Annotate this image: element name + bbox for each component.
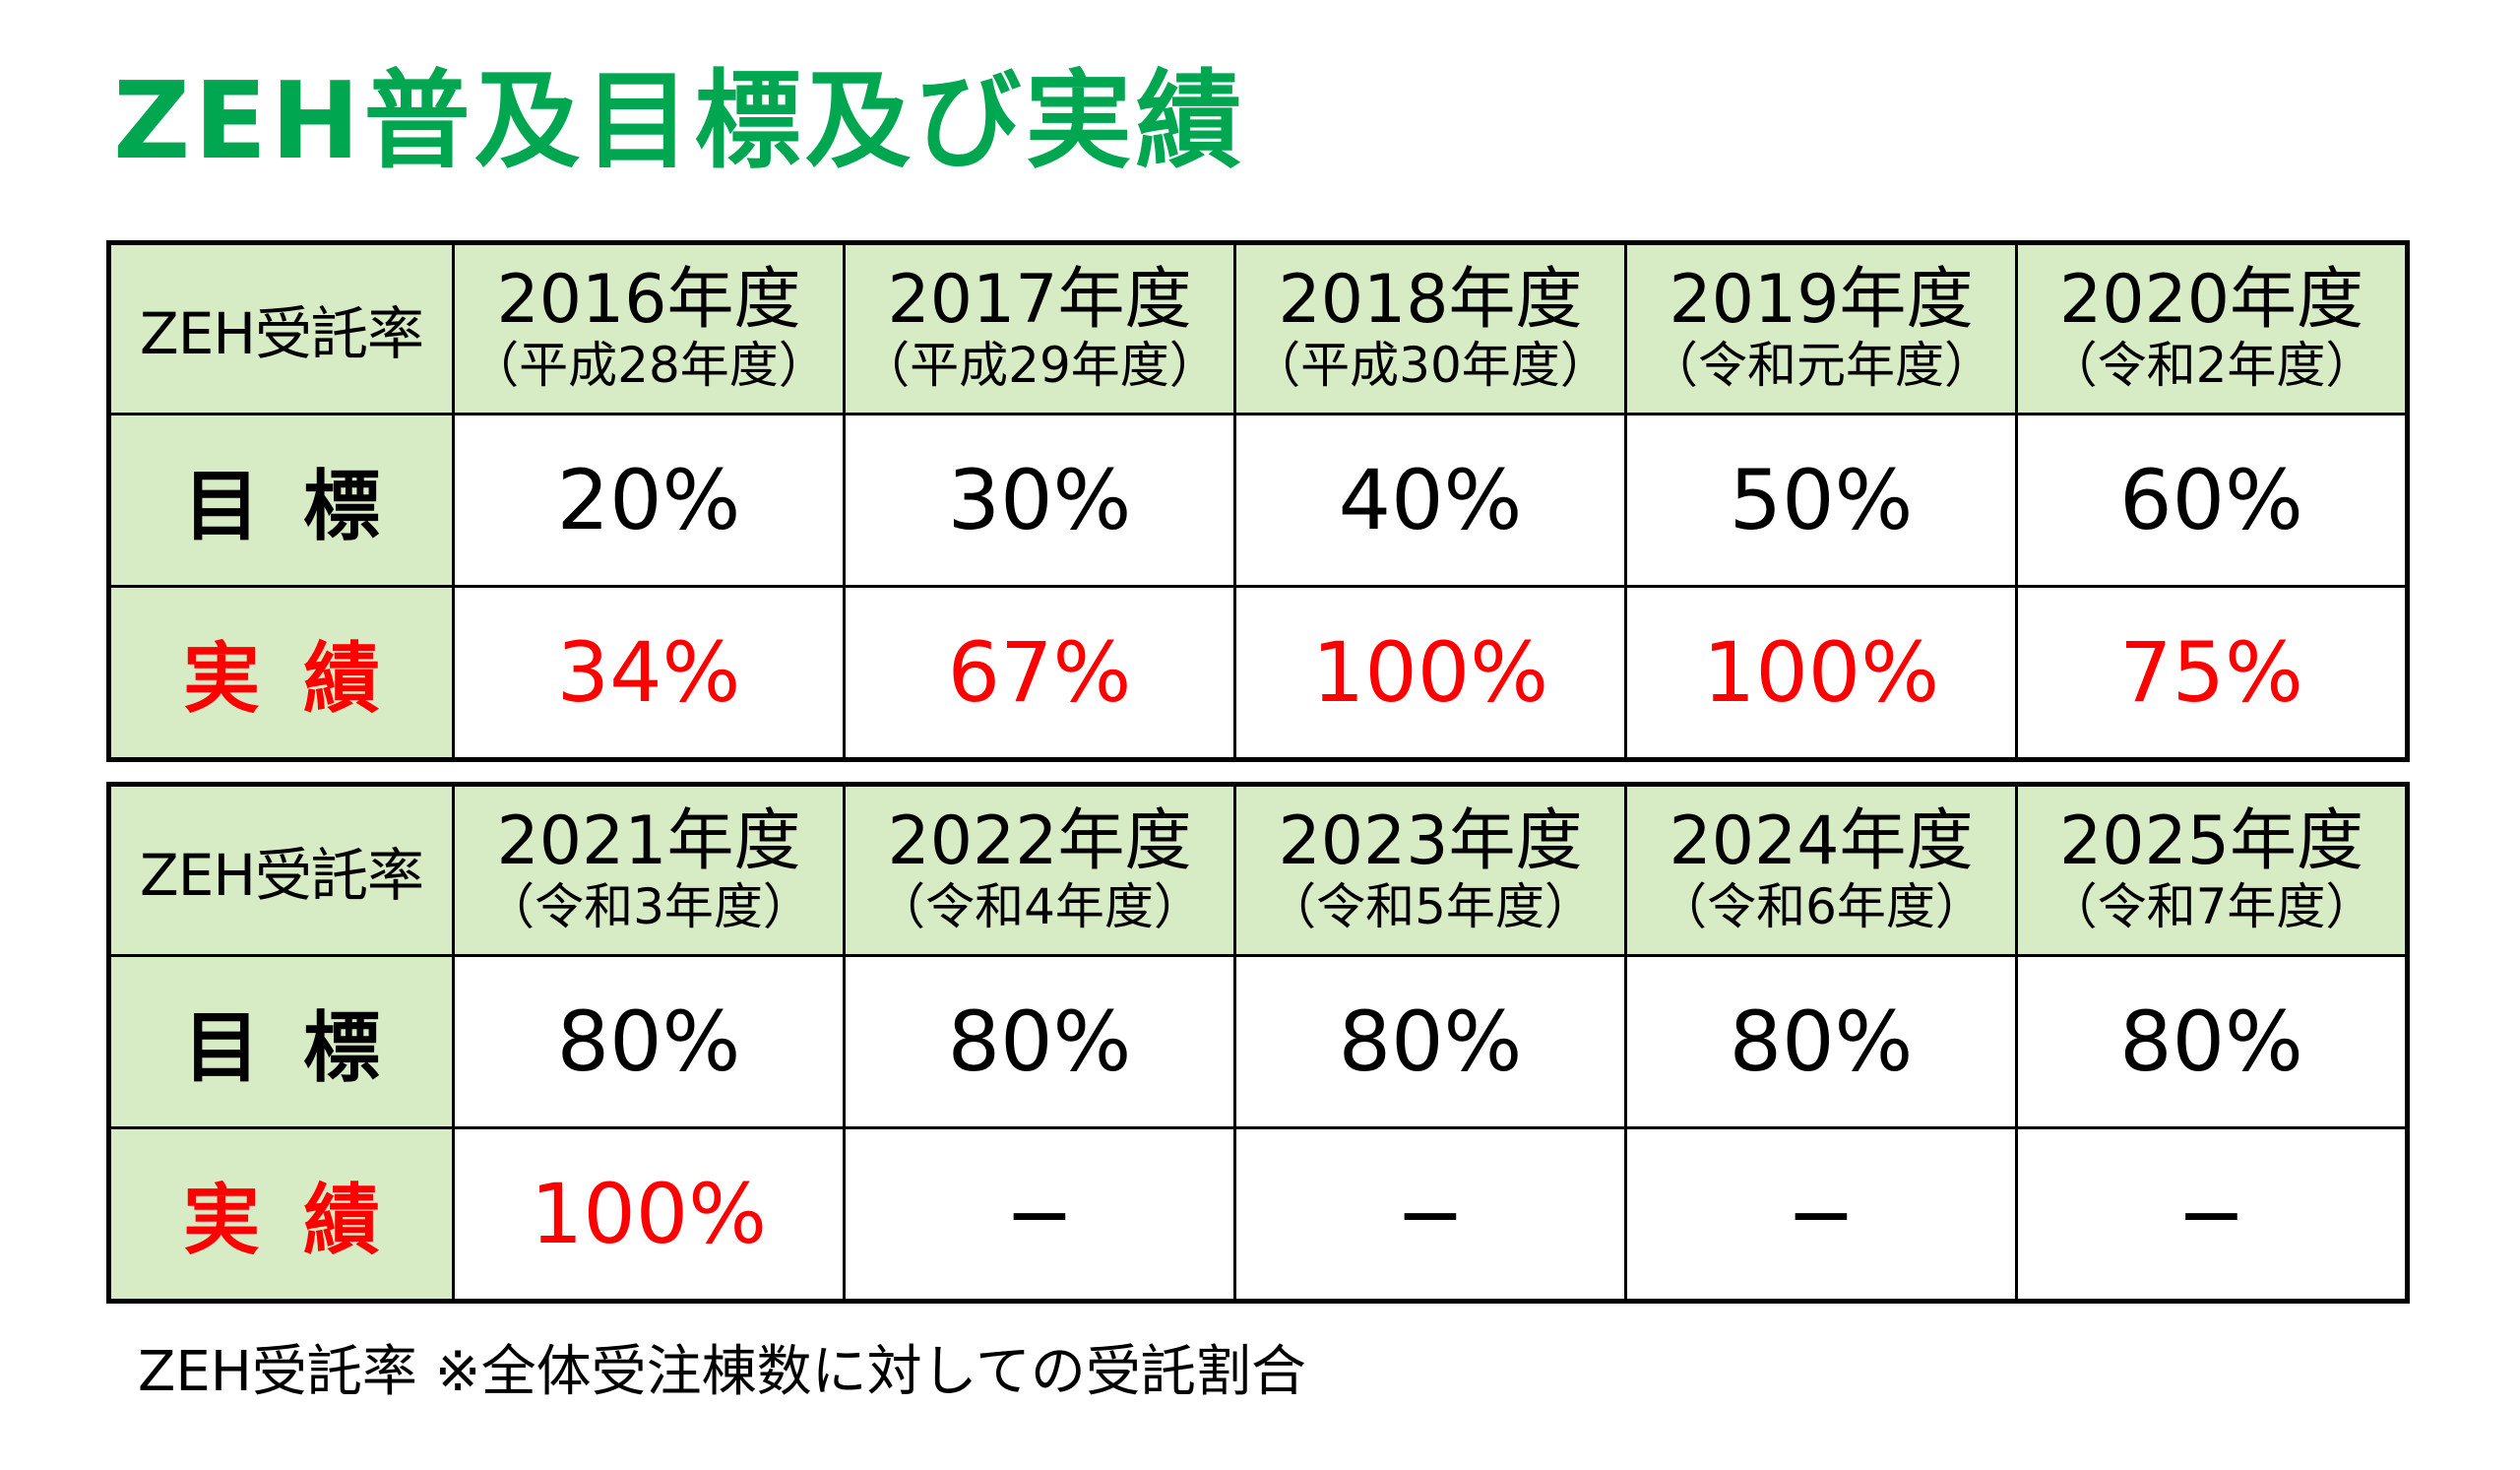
year-label: 2016年度 [496,260,801,339]
actual-cell: 100% [1233,585,1627,761]
actual-cell: − [2015,1126,2409,1303]
era-label: （令和6年度） [1658,877,1984,935]
actual-value-empty: − [1786,1166,1857,1262]
era-label: （令和5年度） [1267,877,1594,935]
actual-value-empty: − [2176,1166,2246,1262]
table-header-row: ZEH受託率 2016年度 （平成28年度） 2017年度 （平成29年度） 201… [107,241,2409,415]
target-row: 目標 20% 30% 40% 50% 60% [107,413,2409,588]
target-cell: 80% [2015,954,2409,1129]
era-label: （令和2年度） [2048,336,2375,394]
corner-cell: ZEH受託率 [107,241,455,415]
year-label: 2025年度 [2058,801,2364,880]
year-label: 2020年度 [2058,260,2364,339]
era-label: （平成29年度） [860,336,1219,394]
target-cell: 20% [452,413,846,588]
actual-value: 75% [2119,624,2303,721]
zeh-rate-table-2016-2020: ZEH受託率 2016年度 （平成28年度） 2017年度 （平成29年度） 201… [106,240,2410,762]
corner-label: ZEH受託率 [140,300,424,367]
year-header: 2023年度 （令和5年度） [1233,783,1627,957]
footnote: ZEH受託率 ※全体受注棟数に対しての受託割合 [138,1340,1306,1404]
era-label: （令和元年度） [1649,336,1993,394]
era-label: （令和7年度） [2048,877,2375,935]
era-label: （令和4年度） [876,877,1203,935]
actual-cell: 100% [1624,585,2018,761]
year-label: 2022年度 [887,801,1192,880]
actual-cell: − [1233,1126,1627,1303]
year-label: 2019年度 [1669,260,1974,339]
actual-value: 34% [556,624,741,721]
target-value: 50% [1729,452,1914,548]
target-cell: 80% [843,954,1236,1129]
year-header: 2019年度 （令和元年度） [1624,241,2018,415]
target-value: 60% [2119,452,2303,548]
actual-value-empty: − [1395,1166,1466,1262]
target-value: 80% [2119,993,2303,1090]
year-label: 2021年度 [496,801,801,880]
era-label: （平成28年度） [470,336,828,394]
actual-cell: 67% [843,585,1236,761]
actual-value: 100% [1702,624,1940,721]
actual-value: 100% [1311,624,1549,721]
year-label: 2023年度 [1278,801,1583,880]
target-cell: 80% [1233,954,1627,1129]
actual-row: 実績 100% − − − − [107,1126,2409,1303]
era-label: （平成30年度） [1251,336,1609,394]
actual-row: 実績 34% 67% 100% 100% 75% [107,585,2409,761]
actual-label-cell: 実績 [107,1126,455,1303]
corner-cell: ZEH受託率 [107,783,455,957]
target-value: 20% [556,452,741,548]
year-header: 2018年度 （平成30年度） [1233,241,1627,415]
actual-value: 100% [530,1166,768,1262]
target-value: 40% [1338,452,1523,548]
year-header: 2021年度 （令和3年度） [452,783,846,957]
year-header: 2020年度 （令和2年度） [2015,241,2409,415]
target-value: 80% [1729,993,1914,1090]
year-header: 2016年度 （平成28年度） [452,241,846,415]
target-value: 80% [1338,993,1523,1090]
actual-cell: 34% [452,585,846,761]
actual-label-cell: 実績 [107,585,455,761]
actual-cell: 75% [2015,585,2409,761]
target-label-cell: 目標 [107,413,455,588]
target-cell: 80% [452,954,846,1129]
target-cell: 30% [843,413,1236,588]
year-label: 2018年度 [1278,260,1583,339]
target-value: 80% [947,993,1132,1090]
actual-cell: 100% [452,1126,846,1303]
era-label: （令和3年度） [485,877,812,935]
actual-value: 67% [947,624,1132,721]
target-value: 30% [947,452,1132,548]
year-label: 2017年度 [887,260,1192,339]
target-cell: 50% [1624,413,2018,588]
target-label-cell: 目標 [107,954,455,1129]
actual-label: 実績 [182,635,423,724]
table-header-row: ZEH受託率 2021年度 （令和3年度） 2022年度 （令和4年度） 2023年… [107,783,2409,957]
year-header: 2025年度 （令和7年度） [2015,783,2409,957]
target-cell: 80% [1624,954,2018,1129]
target-cell: 40% [1233,413,1627,588]
actual-cell: − [1624,1126,2018,1303]
target-row: 目標 80% 80% 80% 80% 80% [107,954,2409,1129]
year-header: 2024年度 （令和6年度） [1624,783,2018,957]
actual-label: 実績 [182,1177,423,1265]
year-label: 2024年度 [1669,801,1974,880]
year-header: 2022年度 （令和4年度） [843,783,1236,957]
target-cell: 60% [2015,413,2409,588]
year-header: 2017年度 （平成29年度） [843,241,1236,415]
zeh-rate-table-2021-2025: ZEH受託率 2021年度 （令和3年度） 2022年度 （令和4年度） 2023年… [106,782,2410,1304]
target-label: 目標 [182,463,423,551]
target-label: 目標 [182,1004,423,1093]
corner-label: ZEH受託率 [140,842,424,909]
page-title: ZEH普及目標及び実績 [113,60,1246,183]
target-value: 80% [556,993,741,1090]
actual-value-empty: − [1004,1166,1075,1262]
actual-cell: − [843,1126,1236,1303]
